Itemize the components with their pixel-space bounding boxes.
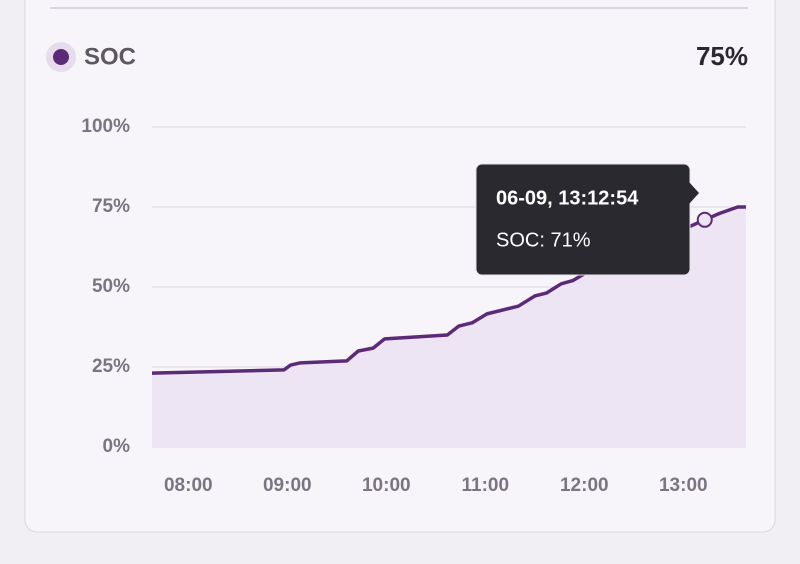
x-tick-label: 09:00 xyxy=(263,475,312,496)
tooltip-box xyxy=(475,163,691,276)
tooltip-title: 06-09, 13:12:54 xyxy=(496,187,639,209)
x-tick-label: 12:00 xyxy=(560,475,609,496)
y-tick-label: 100% xyxy=(81,116,130,137)
y-tick-label: 50% xyxy=(92,276,130,297)
y-tick-label: 25% xyxy=(92,356,130,377)
tooltip-arrow xyxy=(689,182,699,204)
hover-point xyxy=(696,211,713,228)
tooltip-text: SOC: 71% xyxy=(496,229,591,251)
tooltip: 06-09, 13:12:54 SOC: 71% xyxy=(475,163,699,276)
area-fill xyxy=(152,207,746,447)
legend-label[interactable]: SOC xyxy=(84,43,136,70)
x-tick-label: 11:00 xyxy=(462,475,510,496)
y-tick-label: 75% xyxy=(92,196,130,217)
x-tick-label: 08:00 xyxy=(164,475,213,496)
legend-dot[interactable] xyxy=(53,49,69,65)
x-tick-label: 10:00 xyxy=(362,475,411,496)
y-tick-label: 0% xyxy=(103,436,131,457)
x-tick-label: 13:00 xyxy=(659,475,708,496)
current-value: 75% xyxy=(696,41,748,71)
